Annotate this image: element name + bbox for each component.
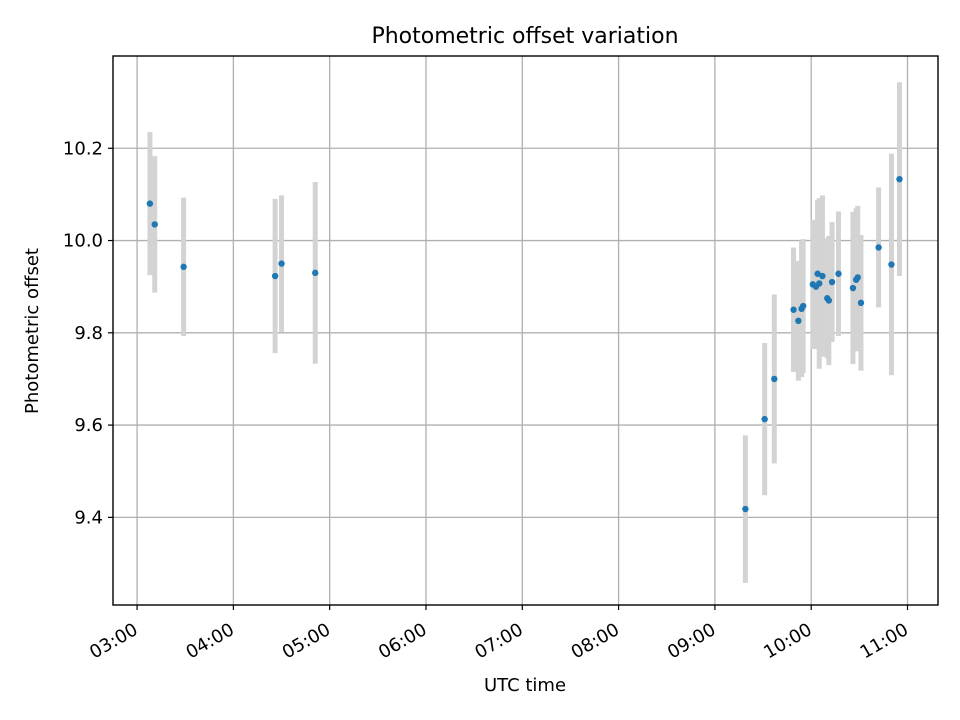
data-point: [814, 270, 821, 277]
data-point: [790, 306, 797, 313]
data-point: [875, 244, 882, 251]
x-tick-label: 10:00: [760, 619, 815, 663]
x-axis-label: UTC time: [484, 675, 566, 696]
chart-title: Photometric offset variation: [371, 24, 678, 49]
data-point: [819, 272, 826, 280]
data-point: [761, 415, 768, 423]
data-point: [888, 261, 895, 268]
y-tick-label: 10.0: [63, 231, 103, 252]
data-point: [795, 317, 802, 325]
data-point: [816, 280, 823, 287]
data-point: [278, 260, 285, 267]
x-tick-label: 08:00: [568, 619, 623, 663]
x-tick-label: 11:00: [857, 619, 912, 663]
data-point: [828, 278, 836, 286]
data-point: [146, 200, 154, 207]
y-tick-label: 9.4: [74, 507, 103, 528]
data-point: [312, 269, 319, 277]
data-point: [180, 263, 187, 271]
data-point: [799, 302, 807, 310]
x-tick-label: 03:00: [86, 619, 141, 663]
data-point: [771, 375, 778, 383]
axis-ticks: 03:00 04:00 05:00 06:00 07:00 08:00 09:00 10:00…: [63, 138, 912, 663]
data-point: [835, 270, 842, 277]
x-tick-label: 07:00: [471, 619, 526, 663]
x-tick-label: 09:00: [664, 619, 719, 663]
x-tick-label: 05:00: [279, 619, 334, 663]
plot-frame: [112, 55, 939, 606]
y-axis-label: Photometric offset: [22, 248, 43, 414]
y-tick-label: 9.8: [74, 323, 103, 344]
x-tick-label: 04:00: [182, 619, 237, 663]
data-points: [146, 175, 903, 513]
data-point: [896, 175, 903, 183]
y-tick-label: 10.2: [63, 138, 103, 159]
data-point: [857, 299, 865, 307]
y-tick-label: 9.6: [74, 415, 103, 436]
data-point: [151, 221, 158, 228]
data-point: [854, 274, 861, 281]
data-point: [849, 284, 857, 292]
data-point: [271, 272, 279, 280]
data-point: [825, 297, 833, 304]
x-tick-label: 06:00: [375, 619, 430, 663]
data-point: [742, 505, 749, 513]
